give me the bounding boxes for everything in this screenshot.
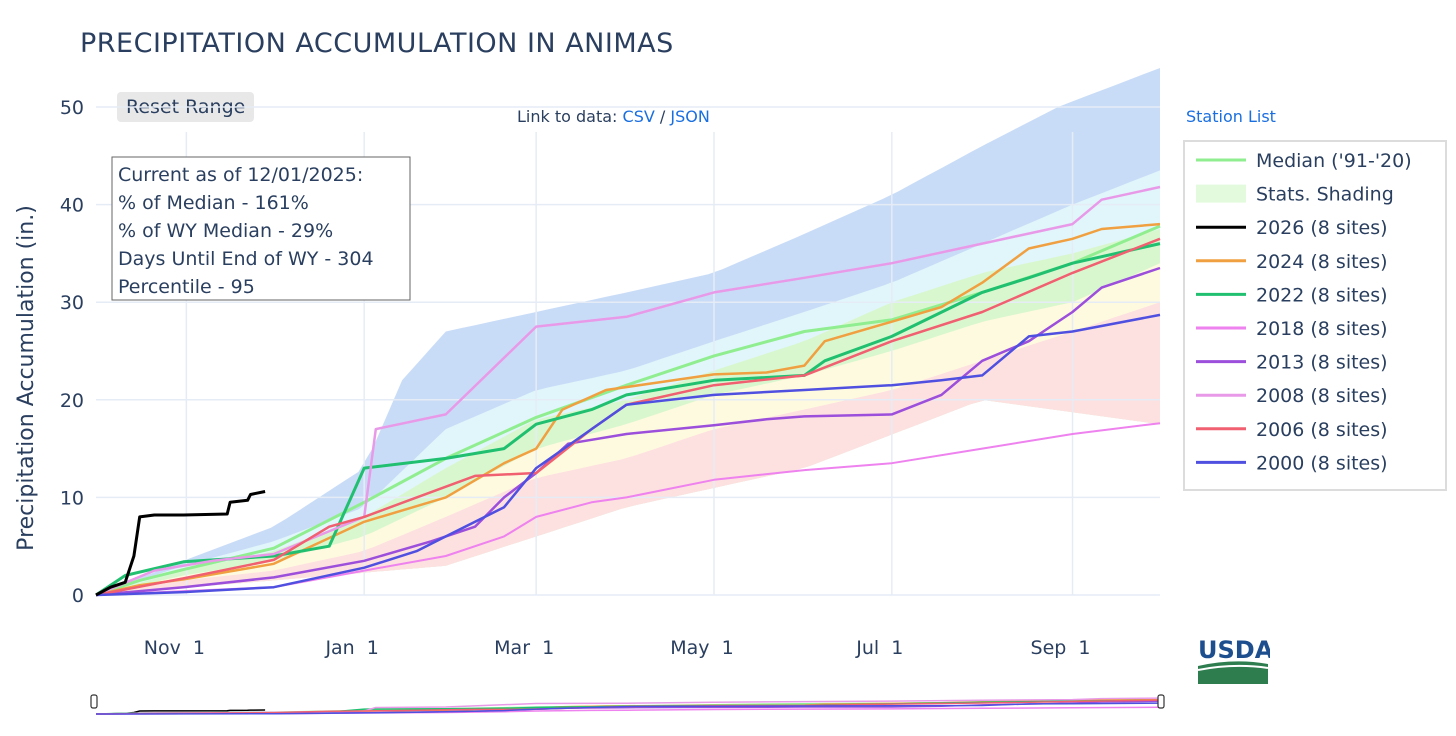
legend-entry[interactable]: 2000 (8 sites): [1256, 452, 1388, 474]
series-line: [95, 185, 1161, 597]
chart-title: PRECIPITATION ACCUMULATION IN ANIMAS: [80, 28, 674, 59]
range-slider-right-handle[interactable]: [1157, 694, 1165, 709]
y-axis-label: Precipitation Accumulation (in.): [14, 205, 39, 551]
series-line: [95, 242, 1161, 597]
info-line-1: Current as of 12/01/2025:: [118, 164, 363, 186]
range-slider-lines: [95, 697, 1161, 715]
slider-series-line: [95, 702, 1161, 715]
usda-logo: USDA: [1197, 636, 1274, 690]
data-links: Link to data: CSV / JSON: [517, 107, 710, 126]
x-tick-label: Sep 1: [1031, 637, 1091, 659]
legend-entry[interactable]: 2008 (8 sites): [1256, 385, 1388, 407]
x-tick-label: Jul 1: [855, 637, 903, 659]
series-line: [95, 313, 1161, 597]
info-line-2: % of Median - 161%: [118, 192, 309, 214]
legend-entry[interactable]: 2022 (8 sites): [1256, 284, 1388, 306]
info-box: Current as of 12/01/2025: % of Median - …: [111, 156, 411, 301]
link-separator: /: [659, 107, 666, 126]
legend: Median ('91-'20) Stats. Shading 2026 (8 si…: [1183, 140, 1447, 491]
info-line-3: % of WY Median - 29%: [118, 220, 333, 242]
info-line-4: Days Until End of WY - 304: [118, 248, 374, 270]
band-p90: [96, 170, 1160, 595]
usda-logo-field-icon: [1198, 661, 1268, 684]
json-link[interactable]: JSON: [670, 107, 710, 126]
series-lines: [95, 185, 1161, 597]
y-tick-label: 10: [60, 487, 84, 509]
band-p30: [96, 263, 1160, 595]
legend-entry[interactable]: 2026 (8 sites): [1256, 217, 1388, 239]
series-line: [95, 237, 1161, 597]
band-max: [96, 68, 1160, 595]
legend-entry[interactable]: 2024 (8 sites): [1256, 251, 1388, 273]
y-tick-label: 30: [60, 292, 84, 314]
legend-entry[interactable]: Stats. Shading: [1256, 184, 1394, 206]
legend-entry[interactable]: Median ('91-'20): [1256, 150, 1412, 172]
axes: 0 10 20 30 40 50 Nov 1 Jan 1 Mar 1 May 1 Jul 1 Sep …: [60, 97, 1091, 659]
x-tick-label: May 1: [670, 637, 733, 659]
x-tick-label: Nov 1: [144, 637, 205, 659]
legend-entry[interactable]: 2013 (8 sites): [1256, 352, 1388, 374]
info-line-5: Percentile - 95: [118, 276, 255, 298]
stats-shading: [96, 68, 1160, 595]
y-tick-label: 0: [72, 585, 84, 607]
legend-entry[interactable]: 2018 (8 sites): [1256, 318, 1388, 340]
legend-swatch: [1196, 184, 1246, 203]
range-slider-left-handle[interactable]: [90, 694, 98, 709]
y-tick-label: 50: [60, 97, 84, 119]
data-links-prefix: Link to data:: [517, 107, 618, 126]
range-slider[interactable]: [90, 690, 1165, 716]
csv-link[interactable]: CSV: [622, 107, 655, 126]
y-tick-label: 40: [60, 195, 84, 217]
usda-logo-text: USDA: [1198, 636, 1270, 664]
station-list-link[interactable]: Station List: [1186, 107, 1276, 126]
legend-entry[interactable]: 2006 (8 sites): [1256, 419, 1388, 441]
x-tick-label: Jan 1: [324, 637, 378, 659]
series-line: [95, 490, 266, 597]
y-tick-label: 20: [60, 390, 84, 412]
x-tick-label: Mar 1: [494, 637, 554, 659]
